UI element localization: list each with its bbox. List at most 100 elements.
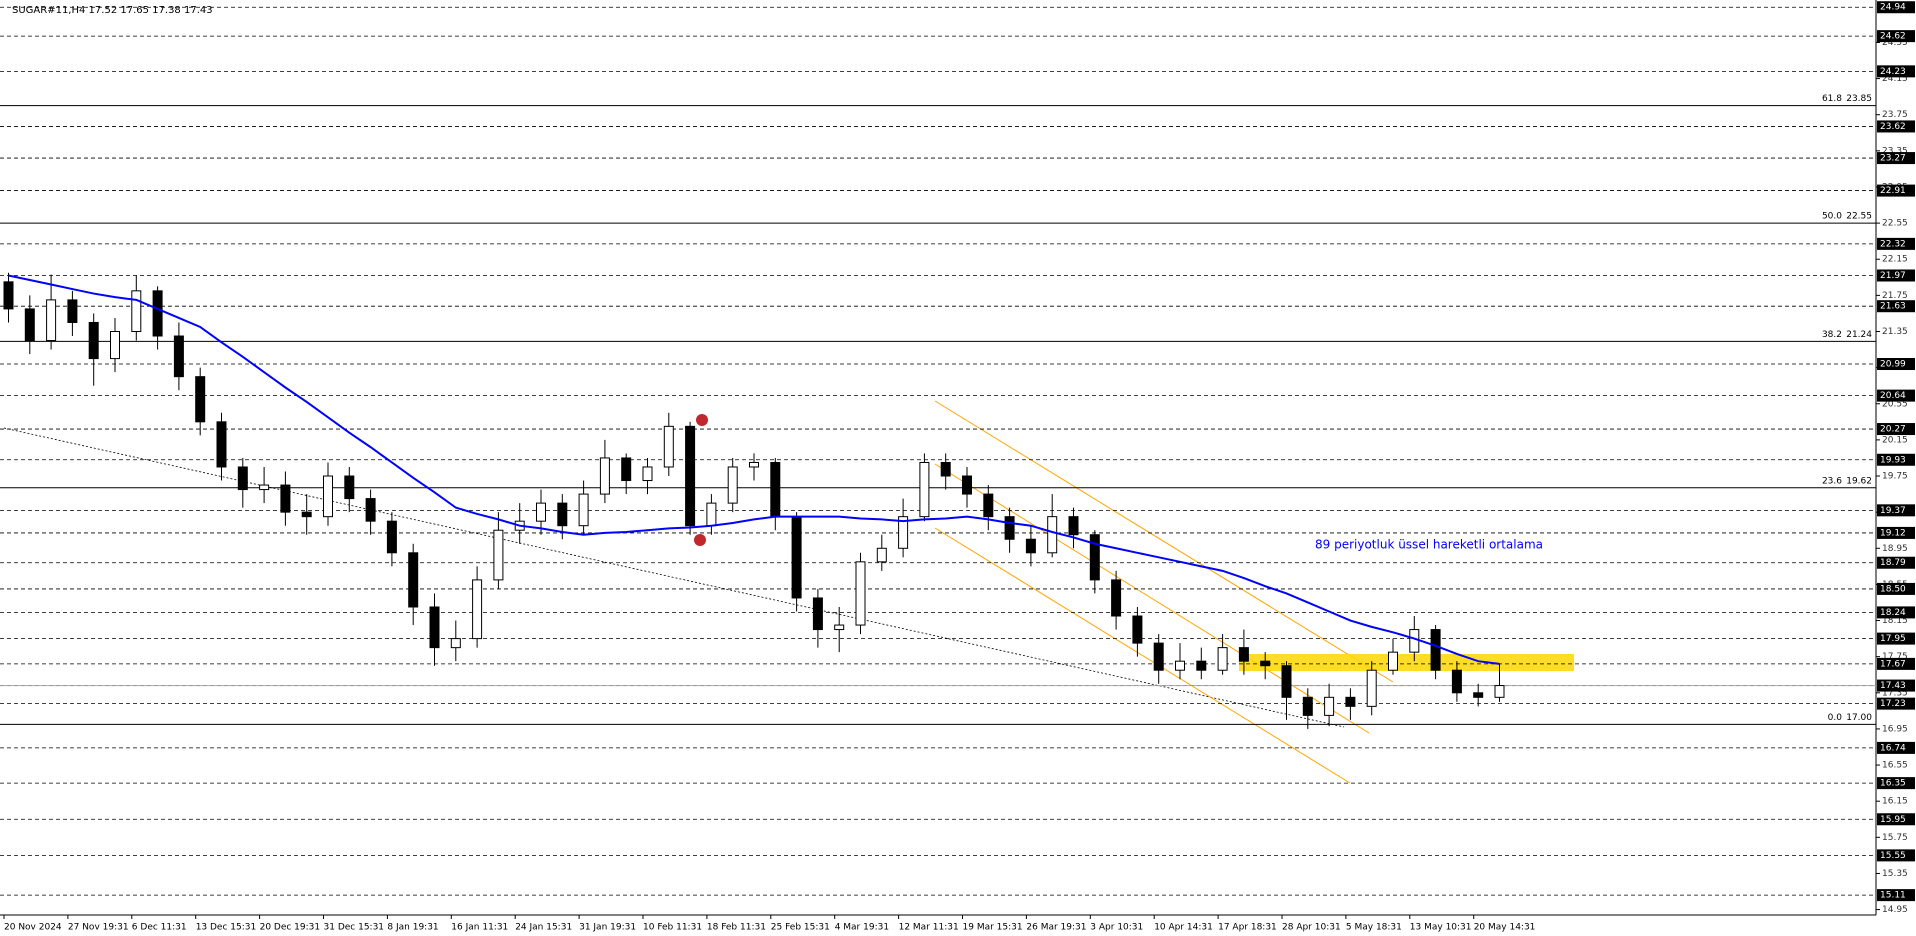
candle-body <box>919 461 930 518</box>
candle-body <box>1111 579 1122 617</box>
candle-body <box>1409 629 1420 653</box>
fib-price: 19.62 <box>1846 476 1872 486</box>
level-label-box <box>1877 813 1915 826</box>
fib-ratio: 38.2 <box>1822 330 1842 340</box>
level-label-box <box>1877 184 1915 197</box>
y-tick-label: 18.15 <box>1882 616 1908 626</box>
level-label: 22.32 <box>1880 239 1906 249</box>
level-label: 20.99 <box>1880 360 1906 370</box>
candle-body <box>173 335 184 378</box>
level-label-box <box>1877 889 1915 902</box>
candle-body <box>24 308 35 342</box>
candle-body <box>1153 642 1164 671</box>
level-label: 23.62 <box>1880 122 1906 132</box>
candle-body <box>1217 647 1228 671</box>
level-label-box <box>1877 632 1915 645</box>
fib-ratio: 61.8 <box>1822 94 1842 104</box>
candle-body <box>812 597 823 631</box>
x-tick-label: 28 Apr 10:31 <box>1282 923 1341 933</box>
y-tick-label: 16.55 <box>1882 761 1908 771</box>
y-tick-label: 15.75 <box>1882 833 1908 843</box>
trend-line <box>3 427 1345 728</box>
candle-body <box>983 493 994 518</box>
level-label: 18.79 <box>1880 558 1906 568</box>
ema-line <box>8 274 1500 665</box>
level-label: 17.67 <box>1880 659 1906 669</box>
level-label-box <box>1877 679 1915 692</box>
x-tick-label: 10 Apr 14:31 <box>1154 923 1213 933</box>
candle-body <box>621 457 632 482</box>
y-tick-label: 18.95 <box>1882 544 1908 554</box>
x-tick-label: 25 Feb 15:31 <box>771 923 830 933</box>
candle-body <box>599 457 610 495</box>
candle-body <box>1004 516 1015 540</box>
x-tick-label: 5 May 18:31 <box>1346 923 1402 933</box>
level-label-box <box>1877 697 1915 710</box>
level-label-box <box>1877 1 1915 14</box>
level-label-box <box>1877 849 1915 862</box>
candle-body <box>301 511 312 518</box>
level-label-box <box>1877 582 1915 595</box>
x-tick-label: 12 Mar 11:31 <box>899 923 959 933</box>
candle-body <box>1473 692 1484 698</box>
zone-box <box>1239 654 1574 671</box>
x-tick-label: 6 Dec 11:31 <box>132 923 187 933</box>
candle-body <box>1068 516 1079 536</box>
fib-ratio: 50.0 <box>1822 212 1842 222</box>
candle-body <box>834 624 845 631</box>
candle-body <box>386 520 397 554</box>
y-tick-label: 14.95 <box>1882 905 1908 915</box>
candle-body <box>237 466 248 491</box>
candle-body <box>1238 647 1249 662</box>
level-label-box <box>1877 120 1915 133</box>
candle-body <box>323 475 333 518</box>
candle-body <box>962 475 972 495</box>
level-label-box <box>1877 526 1915 539</box>
channel-line <box>934 463 1370 734</box>
level-label: 18.50 <box>1880 584 1906 594</box>
x-tick-label: 16 Jan 11:31 <box>451 923 508 933</box>
level-label: 15.11 <box>1880 891 1906 901</box>
marker <box>694 534 706 546</box>
level-label-box <box>1877 556 1915 569</box>
x-tick-label: 20 Nov 2024 <box>4 923 62 933</box>
candle-body <box>642 466 653 482</box>
candle-body <box>940 461 951 477</box>
channel-line <box>934 400 1394 683</box>
level-label: 19.93 <box>1880 455 1906 465</box>
level-label-box <box>1877 152 1915 165</box>
level-label-box <box>1877 453 1915 466</box>
fib-ratio: 23.6 <box>1822 476 1842 486</box>
candle-body <box>898 516 909 549</box>
y-tick-label: 16.15 <box>1882 797 1908 807</box>
level-label-box <box>1877 504 1915 517</box>
candle-body <box>1047 516 1058 554</box>
candle-body <box>557 502 568 527</box>
x-tick-label: 13 Dec 15:31 <box>196 923 257 933</box>
fib-price: 17.00 <box>1846 713 1872 723</box>
x-tick-label: 24 Jan 15:31 <box>515 923 572 933</box>
candle-body <box>663 425 674 468</box>
x-tick-label: 19 Mar 15:31 <box>963 923 1023 933</box>
candle-body <box>344 475 355 500</box>
fib-price: 21.24 <box>1846 330 1872 340</box>
x-tick-label: 18 Feb 11:31 <box>707 923 766 933</box>
candle-body <box>216 421 227 468</box>
candle-body <box>493 529 504 581</box>
level-label-box <box>1877 606 1915 619</box>
level-label-box <box>1877 300 1915 313</box>
level-label: 21.97 <box>1880 271 1906 281</box>
level-label: 24.23 <box>1880 67 1906 77</box>
level-label-box <box>1877 423 1915 436</box>
level-label: 19.37 <box>1880 506 1906 516</box>
level-label: 24.62 <box>1880 32 1906 42</box>
level-label: 20.64 <box>1880 391 1906 401</box>
level-label-box <box>1877 358 1915 371</box>
level-label: 23.27 <box>1880 154 1906 164</box>
x-tick-label: 27 Nov 19:31 <box>68 923 129 933</box>
candle-body <box>1366 669 1377 707</box>
candle-body <box>578 493 589 527</box>
candle-body <box>876 547 887 563</box>
level-label-box <box>1877 269 1915 282</box>
